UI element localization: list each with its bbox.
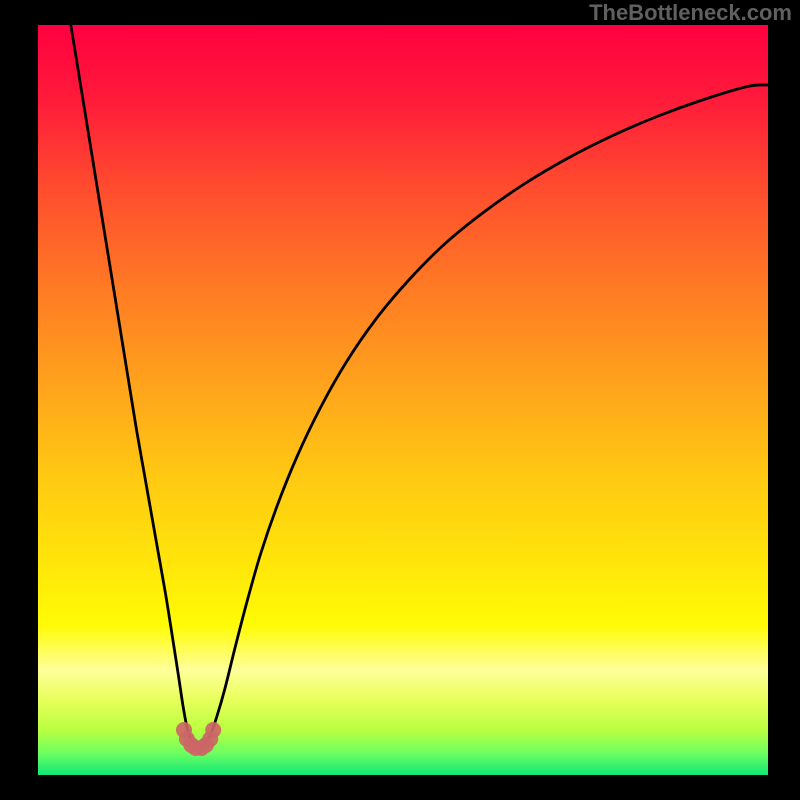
bottleneck-chart [0,0,800,800]
chart-container: { "attribution": "TheBottleneck.com", "a… [0,0,800,800]
attribution-label: TheBottleneck.com [589,0,792,26]
